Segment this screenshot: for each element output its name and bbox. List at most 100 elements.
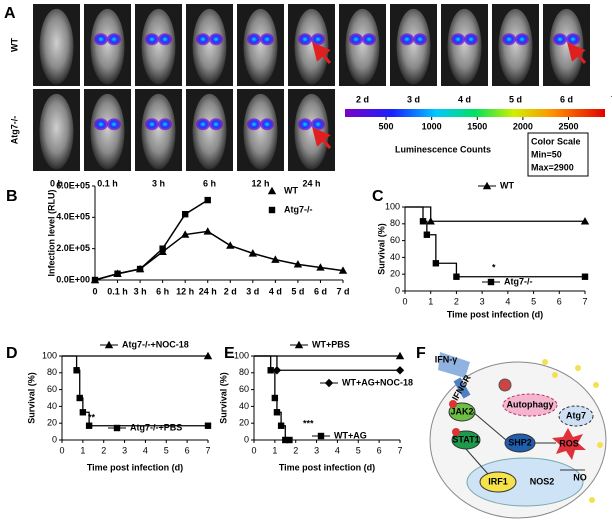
y-tick-label: 0 — [395, 285, 400, 295]
x-tick-label: 5 — [164, 445, 169, 455]
signal — [566, 33, 580, 46]
x-tick-label: 3 — [314, 445, 319, 455]
marker — [91, 276, 99, 284]
marker — [317, 432, 325, 440]
marker — [271, 255, 280, 263]
marker — [453, 273, 460, 280]
signal — [298, 118, 312, 131]
x-tick-label: 4 d — [269, 286, 282, 296]
scale-text: Color Scale — [531, 136, 581, 146]
y-axis-title: Infection level (RLU) — [46, 189, 56, 276]
series-label: WT — [500, 180, 514, 190]
marker — [294, 340, 304, 349]
x-tick-label: 0 — [251, 445, 256, 455]
marker — [159, 245, 166, 252]
x-tick-label: 0 — [59, 445, 64, 455]
mouse-body — [294, 93, 329, 170]
x-tick-label: 2 — [454, 296, 459, 306]
y-tick-label: 6.0E+05 — [56, 180, 90, 190]
mouse-body — [294, 8, 329, 85]
y-tick-label: 60 — [390, 235, 400, 245]
signal — [260, 118, 274, 131]
series-line — [94, 199, 209, 281]
panel-label: E — [224, 345, 235, 362]
y-tick-label: 40 — [239, 401, 249, 411]
x-tick-label: 0 — [402, 296, 407, 306]
marker — [114, 270, 121, 277]
series-label: Atg7-/-+PBS — [130, 422, 182, 432]
marker — [271, 394, 279, 402]
x-tick-label: 24 h — [199, 286, 217, 296]
node-label: ROS — [559, 438, 579, 448]
mouse-body — [447, 8, 482, 85]
signal — [209, 33, 223, 46]
tick-label: 2000 — [513, 121, 533, 131]
marker — [204, 422, 212, 429]
marker — [423, 231, 431, 238]
signal — [413, 33, 427, 46]
marker — [76, 394, 83, 402]
y-axis-title: Survival (%) — [26, 372, 36, 424]
panel-label: B — [6, 188, 18, 205]
x-tick-label: 6 — [377, 445, 382, 455]
signal — [94, 118, 108, 131]
mouse-body — [243, 93, 278, 170]
marker — [79, 409, 87, 416]
marker — [293, 260, 303, 268]
series-line — [405, 206, 585, 278]
node-label: IFN-γ — [435, 354, 458, 364]
marker — [248, 249, 258, 257]
time-label: 12 h — [251, 178, 269, 188]
x-tick-label: 3 — [122, 445, 127, 455]
mouse-body — [90, 93, 125, 170]
y-tick-label: 80 — [47, 367, 57, 377]
signal — [158, 33, 172, 46]
x-axis-title: Time post infection (d) — [279, 462, 375, 472]
signal — [451, 33, 465, 46]
y-tick-label: 2.0E+05 — [56, 243, 90, 253]
marker — [432, 260, 440, 267]
marker — [180, 230, 190, 238]
node-label: Atg7 — [566, 410, 586, 420]
signal — [94, 33, 108, 46]
y-tick-label: 80 — [239, 367, 249, 377]
y-tick-label: 40 — [390, 252, 400, 262]
x-tick-label: 6 d — [314, 286, 327, 296]
marker — [204, 196, 211, 204]
marker — [482, 181, 492, 190]
time-label: 7 d — [611, 94, 612, 104]
annotation: *** — [303, 418, 314, 428]
marker — [181, 211, 189, 218]
marker — [267, 186, 277, 195]
marker — [286, 436, 293, 444]
x-tick-label: 12 h — [176, 286, 194, 296]
node-label: Autophagy — [507, 399, 554, 409]
y-tick-label: 0.0E+00 — [56, 274, 90, 284]
marker — [203, 351, 213, 360]
x-tick-label: 1 — [80, 445, 85, 455]
signal — [145, 118, 159, 131]
y-tick-label: 0 — [244, 434, 249, 444]
y-tick-label: 60 — [239, 384, 249, 394]
series-label: WT+PBS — [312, 339, 350, 349]
marker — [73, 367, 80, 374]
series-line — [94, 230, 344, 281]
row-label: WT — [9, 38, 19, 52]
tick-label: 500 — [379, 121, 394, 131]
x-tick-label: 5 — [531, 296, 536, 306]
marker — [338, 266, 348, 274]
time-label: 3 h — [152, 178, 165, 188]
x-tick-label: 4 — [335, 445, 340, 455]
series-label: Atg7-/-+NOC-18 — [122, 339, 189, 349]
mouse-body — [549, 8, 584, 85]
y-tick-label: 80 — [390, 218, 400, 228]
time-label: 2 d — [356, 94, 369, 104]
marker — [104, 340, 114, 349]
time-label: 0.1 h — [97, 178, 118, 188]
mouse-body — [192, 93, 227, 170]
x-tick-label: 7 d — [336, 286, 349, 296]
annotation: * — [492, 262, 496, 272]
node-label: IRF1 — [488, 476, 508, 486]
mouse-body — [396, 8, 431, 85]
